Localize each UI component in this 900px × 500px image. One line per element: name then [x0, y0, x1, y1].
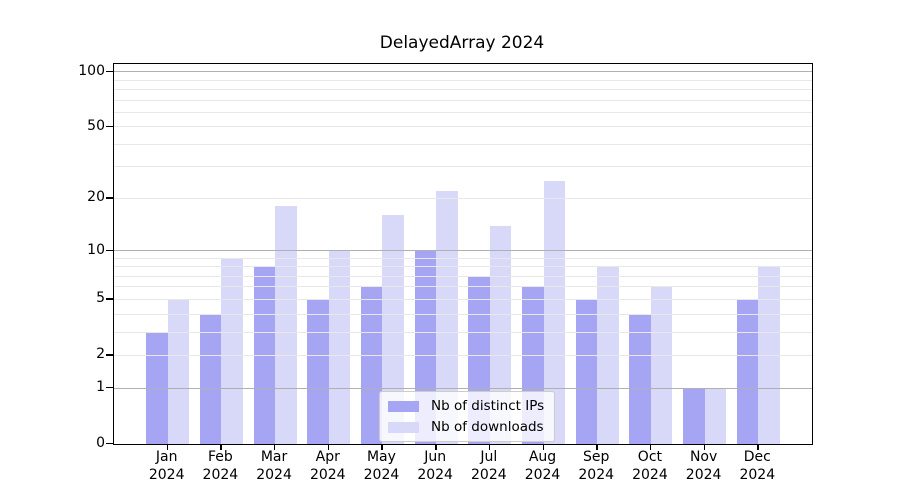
legend-swatch-distinct-ips-icon	[388, 400, 419, 412]
x-tick-label-apr: Apr 2024	[309, 449, 346, 483]
minor-gridline	[114, 286, 812, 288]
minor-gridline	[114, 79, 812, 81]
minor-gridline	[114, 298, 812, 300]
x-tick-label-aug: Aug 2024	[524, 449, 561, 483]
x-tick-mark	[596, 444, 598, 450]
bar-downloads-may	[382, 215, 404, 444]
x-axis-labels: Jan 2024 Feb 2024 Mar 2024 Apr 2024 May 2024…	[113, 449, 811, 489]
bar-downloads-jul	[489, 225, 512, 444]
x-tick-mark	[435, 444, 437, 450]
x-tick-mark	[703, 444, 705, 450]
minor-gridline	[114, 331, 812, 333]
x-tick-mark	[166, 444, 169, 450]
bar-downloads-mar	[275, 206, 297, 444]
x-tick-mark	[381, 444, 383, 450]
x-tick-label-dec: Dec 2024	[739, 449, 776, 483]
y-tick-mark	[106, 298, 113, 300]
minor-gridline	[114, 354, 812, 356]
bar-downloads-oct	[650, 287, 673, 444]
minor-gridline	[114, 126, 812, 128]
y-tick-label: 5	[96, 290, 105, 307]
minor-gridline	[114, 143, 812, 145]
legend-item-distinct-ips: Nb of distinct IPs	[388, 398, 544, 414]
x-tick-mark	[274, 444, 276, 450]
major-gridline	[114, 387, 812, 389]
major-gridline	[114, 71, 812, 73]
major-gridline	[114, 250, 812, 252]
x-tick-label-sep: Sep 2024	[578, 449, 615, 483]
y-tick-label: 1	[96, 379, 105, 396]
minor-gridline	[114, 257, 812, 259]
x-tick-label-nov: Nov 2024	[685, 449, 722, 483]
x-tick-mark	[542, 444, 544, 450]
x-tick-mark	[327, 444, 330, 450]
minor-gridline	[114, 275, 812, 277]
x-tick-label-jul: Jul 2024	[471, 449, 507, 483]
y-tick-label: 100	[78, 62, 105, 79]
y-tick-mark	[106, 443, 113, 445]
x-tick-label-may: May 2024	[363, 449, 400, 483]
legend-item-downloads: Nb of downloads	[388, 419, 544, 435]
minor-gridline	[114, 166, 812, 168]
x-tick-label-oct: Oct 2024	[632, 449, 668, 483]
bar-distinct-ips-apr	[307, 299, 329, 444]
minor-gridline	[114, 99, 812, 101]
minor-gridline	[114, 313, 812, 315]
x-tick-label-jan: Jan 2024	[148, 449, 185, 483]
bar-downloads-jan	[167, 299, 190, 444]
bar-distinct-ips-oct	[629, 314, 651, 444]
y-tick-mark	[106, 125, 113, 128]
bar-distinct-ips-may	[360, 287, 383, 444]
x-tick-mark	[488, 444, 491, 450]
y-tick-label: 10	[87, 241, 105, 258]
minor-gridline	[114, 88, 812, 90]
y-tick-label: 0	[96, 435, 105, 451]
y-tick-mark	[106, 387, 113, 389]
x-tick-label-mar: Mar 2024	[256, 449, 292, 483]
plot-area: Nb of distinct IPs Nb of downloads	[113, 63, 813, 445]
bar-downloads-aug	[543, 181, 565, 444]
bar-downloads-jun	[436, 191, 458, 444]
x-tick-mark	[649, 444, 652, 450]
legend-label-distinct-ips: Nb of distinct IPs	[431, 398, 545, 414]
minor-gridline	[114, 111, 812, 113]
legend-swatch-downloads-icon	[388, 421, 419, 433]
bar-distinct-ips-feb	[199, 314, 222, 444]
minor-gridline	[114, 266, 812, 268]
bar-distinct-ips-dec	[736, 299, 759, 444]
y-tick-label: 50	[87, 117, 105, 134]
y-axis-labels: 0 1 2 5 10 20 50 100	[0, 62, 105, 451]
x-tick-label-feb: Feb 2024	[202, 449, 239, 483]
chart-title: DelayedArray 2024	[379, 33, 545, 53]
x-tick-mark	[757, 444, 759, 450]
minor-gridline	[114, 197, 812, 199]
y-tick-label: 20	[87, 189, 105, 206]
y-tick-mark	[106, 197, 113, 199]
y-tick-mark	[106, 249, 113, 251]
bar-distinct-ips-sep	[575, 299, 598, 444]
x-tick-label-jun: Jun 2024	[417, 449, 453, 483]
y-tick-mark	[106, 354, 113, 356]
bar-distinct-ips-nov	[683, 388, 705, 444]
legend-label-downloads: Nb of downloads	[431, 419, 544, 435]
bar-downloads-apr	[328, 250, 351, 444]
legend: Nb of distinct IPs Nb of downloads	[379, 391, 556, 442]
bar-downloads-nov	[704, 388, 727, 444]
grid-layer	[114, 64, 812, 444]
x-tick-mark	[220, 444, 222, 450]
y-tick-mark	[106, 70, 113, 72]
y-tick-label: 2	[96, 346, 105, 363]
bar-downloads-feb	[221, 258, 243, 444]
